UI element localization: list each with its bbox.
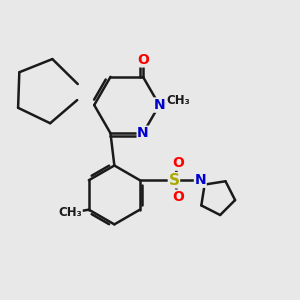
Text: N: N [194,173,206,187]
Text: O: O [173,156,184,170]
Text: N: N [137,126,149,140]
Text: S: S [168,173,179,188]
Text: CH₃: CH₃ [58,206,82,219]
Text: CH₃: CH₃ [166,94,190,107]
Text: N: N [154,98,165,112]
Text: O: O [137,53,149,67]
Text: O: O [173,190,184,204]
